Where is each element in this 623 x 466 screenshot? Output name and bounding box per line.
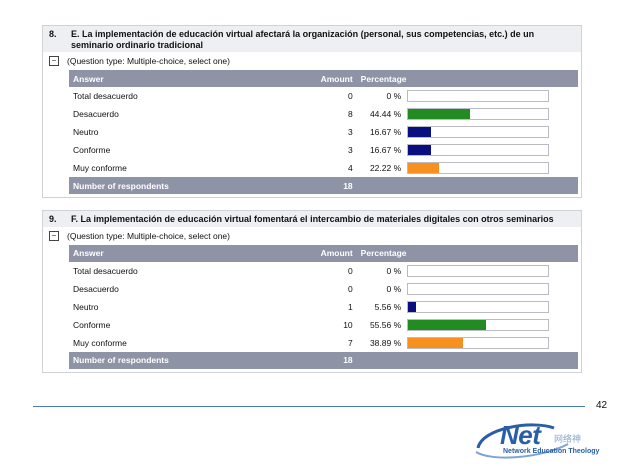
answer-label: Desacuerdo	[73, 109, 119, 119]
answer-label: Total desacuerdo	[73, 265, 138, 276]
percentage-bar-fill	[408, 163, 440, 173]
answer-percentage: 0 %	[386, 91, 402, 101]
answer-amount: 8	[347, 109, 353, 119]
answer-percentage: 16.67 %	[369, 127, 402, 137]
answer-amount: 3	[347, 145, 353, 155]
question-header: 8. E. La implementación de educación vir…	[43, 26, 581, 52]
question-type-row: − (Question type: Multiple-choice, selec…	[43, 227, 581, 245]
respondents-row: Number of respondents 18	[69, 351, 578, 369]
table-row: Total desacuerdo 0 0 %	[69, 262, 578, 280]
table-row: Muy conforme 7 38.89 %	[69, 334, 578, 352]
answer-amount: 0	[347, 91, 353, 101]
question-type-row: − (Question type: Multiple-choice, selec…	[43, 52, 581, 70]
table-row: Desacuerdo 0 0 %	[69, 280, 578, 298]
answer-label: Neutro	[73, 301, 99, 312]
answer-label: Total desacuerdo	[73, 91, 138, 101]
percentage-column-header: Percentage	[356, 70, 578, 87]
answer-percentage: 44.44 %	[369, 109, 402, 119]
answer-column-header: Answer	[69, 70, 306, 87]
answer-label: Conforme	[73, 319, 111, 330]
question-number: 8.	[49, 29, 57, 39]
answer-percentage: 22.22 %	[369, 163, 402, 173]
answer-column-header: Answer	[69, 244, 306, 262]
table-row: Muy conforme 4 22.22 %	[69, 159, 578, 177]
table-row: Neutro 1 5.56 %	[69, 298, 578, 316]
answer-amount: 4	[347, 163, 353, 173]
results-body: Total desacuerdo 0 0 % Desacuerdo 8 44.44 % Ne…	[69, 87, 578, 177]
percentage-bar-track	[407, 336, 550, 349]
question-type-label: (Question type: Multiple-choice, select …	[67, 56, 230, 66]
answer-label: Conforme	[73, 145, 111, 155]
answer-percentage: 0 %	[386, 283, 402, 294]
question-type-label: (Question type: Multiple-choice, select …	[67, 230, 230, 241]
table-row: Desacuerdo 8 44.44 %	[69, 105, 578, 123]
percentage-bar-fill	[408, 337, 463, 348]
answer-label: Neutro	[73, 127, 99, 137]
answer-amount: 0	[347, 283, 353, 294]
percentage-column-header: Percentage	[356, 244, 578, 262]
respondents-label: Number of respondents	[69, 177, 306, 194]
collapse-icon[interactable]: −	[49, 230, 59, 241]
answer-percentage: 0 %	[386, 265, 402, 276]
percentage-bar-track	[407, 264, 550, 277]
answer-amount: 0	[347, 265, 353, 276]
percentage-bar-track	[407, 162, 550, 174]
respondents-label: Number of respondents	[69, 351, 306, 369]
percentage-bar-fill	[408, 145, 432, 155]
respondents-count: 18	[305, 177, 357, 194]
table-row: Conforme 10 55.56 %	[69, 316, 578, 334]
answer-amount: 1	[347, 301, 353, 312]
net-logo-swoosh-icon	[475, 423, 569, 459]
results-body: Total desacuerdo 0 0 % Desacuerdo 0 0 % Neutro…	[69, 262, 578, 352]
results-table: Answer Amount Percentage Total desacuerd…	[69, 244, 578, 369]
answer-percentage: 5.56 %	[374, 301, 402, 312]
question-9-panel: 9. F. La implementación de educación vir…	[42, 210, 582, 373]
footer-divider	[33, 406, 585, 407]
answer-percentage: 16.67 %	[369, 145, 402, 155]
page-number: 42	[596, 400, 608, 411]
answer-label: Muy conforme	[73, 163, 127, 173]
question-8-panel: 8. E. La implementación de educación vir…	[42, 25, 582, 198]
percentage-bar-track	[407, 318, 550, 331]
table-row: Conforme 3 16.67 %	[69, 141, 578, 159]
amount-column-header: Amount	[305, 244, 357, 262]
question-title: F. La implementación de educación virtua…	[71, 214, 554, 224]
question-number: 9.	[49, 214, 57, 224]
percentage-bar-track	[407, 282, 550, 295]
answer-label: Muy conforme	[73, 337, 127, 348]
logo-characters: 网络神	[554, 434, 582, 444]
question-title: E. La implementación de educación virtua…	[71, 29, 535, 50]
table-header-row: Answer Amount Percentage	[69, 70, 578, 87]
percentage-bar-track	[407, 300, 550, 313]
percentage-bar-fill	[408, 127, 432, 137]
logo-subtitle: Network Education Theology	[503, 448, 600, 455]
percentage-bar-fill	[408, 319, 486, 330]
answer-amount: 3	[347, 127, 353, 137]
question-header: 9. F. La implementación de educación vir…	[43, 211, 581, 227]
percentage-bar-track	[407, 144, 550, 156]
results-table: Answer Amount Percentage Total desacuerd…	[69, 70, 578, 194]
logo-word: Net	[500, 420, 541, 450]
percentage-bar-track	[407, 126, 550, 138]
respondents-count: 18	[305, 351, 357, 369]
percentage-bar-track	[407, 90, 550, 102]
answer-amount: 7	[347, 337, 353, 348]
table-row: Neutro 3 16.67 %	[69, 123, 578, 141]
amount-column-header: Amount	[305, 70, 357, 87]
answer-percentage: 38.89 %	[369, 337, 402, 348]
collapse-icon[interactable]: −	[49, 56, 59, 66]
percentage-bar-track	[407, 108, 550, 120]
respondents-row: Number of respondents 18	[69, 177, 578, 194]
percentage-bar-fill	[408, 301, 416, 312]
answer-amount: 10	[343, 319, 353, 330]
table-header-row: Answer Amount Percentage	[69, 244, 578, 262]
percentage-bar-fill	[408, 109, 471, 119]
answer-percentage: 55.56 %	[369, 319, 402, 330]
answer-label: Desacuerdo	[73, 283, 119, 294]
table-row: Total desacuerdo 0 0 %	[69, 87, 578, 105]
